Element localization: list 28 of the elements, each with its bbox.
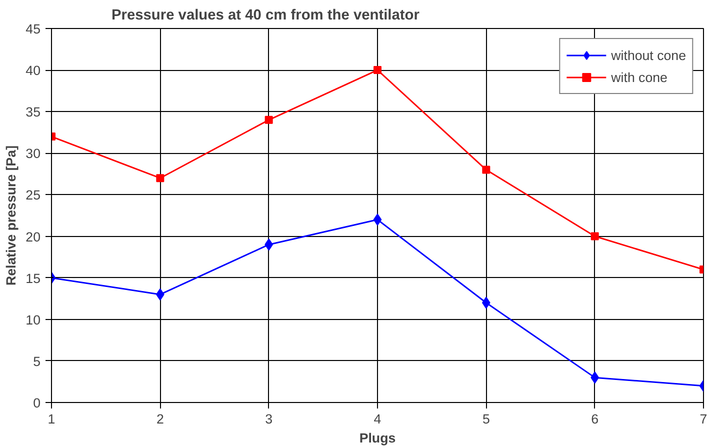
x-tick-label: 3	[265, 412, 273, 426]
y-tick-label: 25	[26, 188, 41, 203]
chart-title: Pressure values at 40 cm from the ventilator	[112, 8, 420, 24]
y-tick-label: 5	[33, 354, 41, 369]
x-tick-label: 2	[156, 412, 164, 426]
x-tick-label: 1	[48, 412, 56, 426]
x-tick-label: 7	[700, 412, 708, 426]
point	[264, 116, 273, 124]
y-axis-title: Relative pressure [Pa]	[4, 145, 19, 286]
legend-label: with cone	[611, 70, 668, 84]
y-tick-label: 0	[33, 396, 41, 410]
point	[373, 214, 382, 226]
point	[482, 166, 490, 174]
y-tick-label: 35	[26, 104, 41, 120]
y-tick-label: 45	[26, 22, 41, 36]
y-tick-label: 30	[26, 146, 41, 162]
legend-label: without cone	[611, 48, 686, 62]
y-tick-label: 10	[26, 312, 41, 328]
x-tick-label: 5	[482, 412, 490, 426]
y-tick-label: 20	[26, 229, 41, 244]
point	[590, 232, 599, 240]
point	[374, 66, 382, 74]
x-tick-label: 6	[591, 412, 599, 426]
y-tick-label: 15	[26, 270, 41, 286]
y-tick-label: 40	[26, 63, 41, 78]
point	[156, 174, 164, 182]
x-axis-title: Plugs	[359, 430, 396, 446]
x-tick-label: 4	[374, 412, 382, 426]
